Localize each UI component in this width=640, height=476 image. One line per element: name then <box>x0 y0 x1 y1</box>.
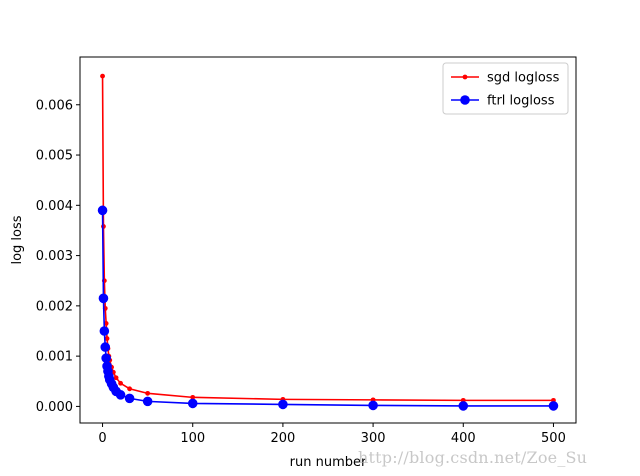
legend-item: ftrl logloss <box>451 94 555 109</box>
y-tick-label: 0.001 <box>36 350 73 365</box>
data-point <box>99 326 110 336</box>
data-point <box>190 394 196 400</box>
data-point <box>100 73 105 79</box>
data-point <box>101 353 111 363</box>
y-tick-label: 0.000 <box>36 400 73 415</box>
y-tick-label: 0.002 <box>36 299 73 314</box>
data-point <box>142 396 153 407</box>
x-axis: 0 100 200 300 400 500 <box>98 423 566 446</box>
legend-item: sgd logloss <box>451 71 560 86</box>
y-tick-label: 0.005 <box>36 149 73 164</box>
x-tick-label: 200 <box>270 431 295 446</box>
x-tick-label: 300 <box>361 431 386 446</box>
x-tick-label: 500 <box>541 431 566 446</box>
y-tick-label: 0.003 <box>36 249 73 264</box>
data-point <box>458 401 469 411</box>
legend-marker <box>462 74 468 80</box>
data-point <box>113 375 119 381</box>
data-point <box>115 390 126 400</box>
plot-area <box>97 73 559 411</box>
data-point <box>97 205 108 216</box>
legend-label: ftrl logloss <box>487 94 555 109</box>
data-point <box>548 401 559 411</box>
data-point <box>278 399 288 410</box>
x-tick-label: 100 <box>180 431 205 446</box>
data-point <box>127 386 132 392</box>
data-point <box>98 293 109 304</box>
y-axis: 0.000 0.001 0.002 0.003 0.004 0.005 0.006 <box>36 98 80 415</box>
data-point <box>100 342 111 352</box>
x-axis-label: run number <box>290 455 367 470</box>
y-tick-label: 0.006 <box>36 98 73 113</box>
legend-label: sgd logloss <box>487 71 560 86</box>
data-point <box>124 393 135 404</box>
legend: sgd logloss ftrl logloss <box>442 62 569 115</box>
legend-marker <box>460 95 470 105</box>
legend-box <box>442 62 569 115</box>
data-point <box>368 400 378 411</box>
y-tick-label: 0.004 <box>36 199 73 214</box>
data-point <box>118 380 123 386</box>
data-point <box>145 390 151 396</box>
x-tick-label: 0 <box>98 431 106 446</box>
data-point <box>187 398 198 409</box>
y-axis-label: log loss <box>10 215 25 264</box>
x-tick-label: 400 <box>451 431 476 446</box>
series-ftrl <box>97 205 559 411</box>
watermark-text: http://blog.csdn.net/Zoe_Su <box>358 448 588 467</box>
axes-frame <box>79 56 577 424</box>
data-point <box>104 336 110 341</box>
